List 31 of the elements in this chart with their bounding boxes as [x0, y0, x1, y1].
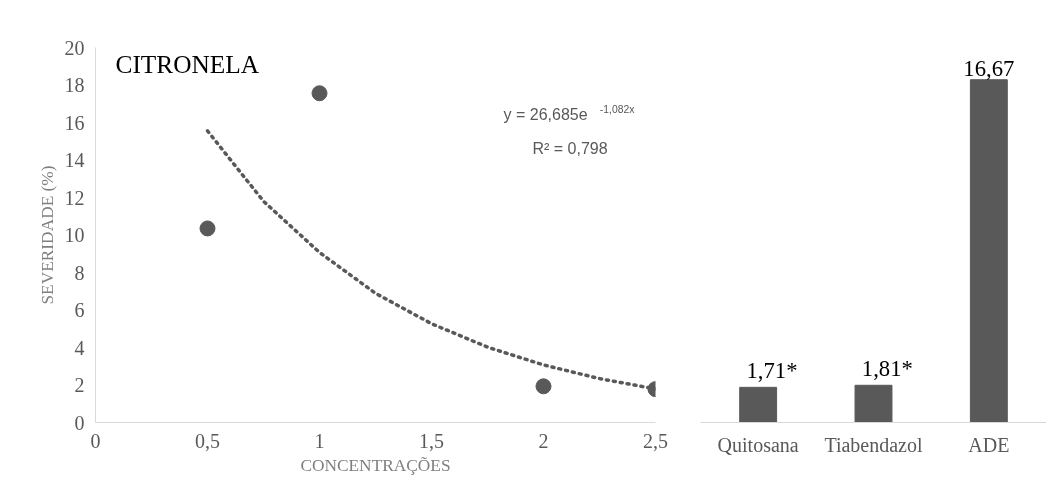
x-axis-title: CONCENTRAÇÕES — [300, 455, 451, 475]
y-axis-title: SEVERIDADE (%) — [37, 165, 57, 305]
annotation: R² = 0,798 — [532, 139, 608, 157]
chart-title: CITRONELA — [115, 49, 260, 78]
point — [199, 220, 216, 237]
y-tick-label: 2 — [74, 374, 85, 396]
y-tick-label: 18 — [64, 74, 85, 96]
x-tick-label: 1,5 — [419, 429, 444, 452]
y-tick-label: 6 — [74, 299, 85, 321]
x-tick-label: ADE — [968, 433, 1010, 456]
x-tick-label: 1 — [314, 429, 325, 452]
x-tick-label: 0 — [90, 429, 101, 452]
y-tick-label: 8 — [74, 261, 85, 284]
x-tick-label: Quitosana — [717, 433, 799, 456]
y-tick-label: 16 — [64, 111, 85, 134]
y-tick-label: 4 — [74, 336, 85, 359]
y-tick-label: 10 — [64, 224, 85, 246]
point — [535, 378, 552, 395]
x-tick-label: 2,5 — [643, 429, 668, 452]
annotation: y = 26,685e-1,082x — [503, 104, 636, 123]
x-tick-label: Tiabendazol — [824, 433, 924, 456]
y-tick-label: 0 — [74, 411, 85, 434]
data-label: 16,67 — [963, 55, 1015, 81]
data-label: 1,81* — [861, 356, 913, 382]
x-tick-label: 0,5 — [195, 429, 220, 452]
y-tick-label: 12 — [64, 186, 85, 209]
data-label: 1,71* — [746, 358, 798, 384]
x-tick-label: 2 — [538, 429, 549, 452]
y-tick-label: 20 — [64, 36, 85, 59]
point — [311, 85, 328, 102]
y-tick-label: 14 — [64, 149, 85, 171]
